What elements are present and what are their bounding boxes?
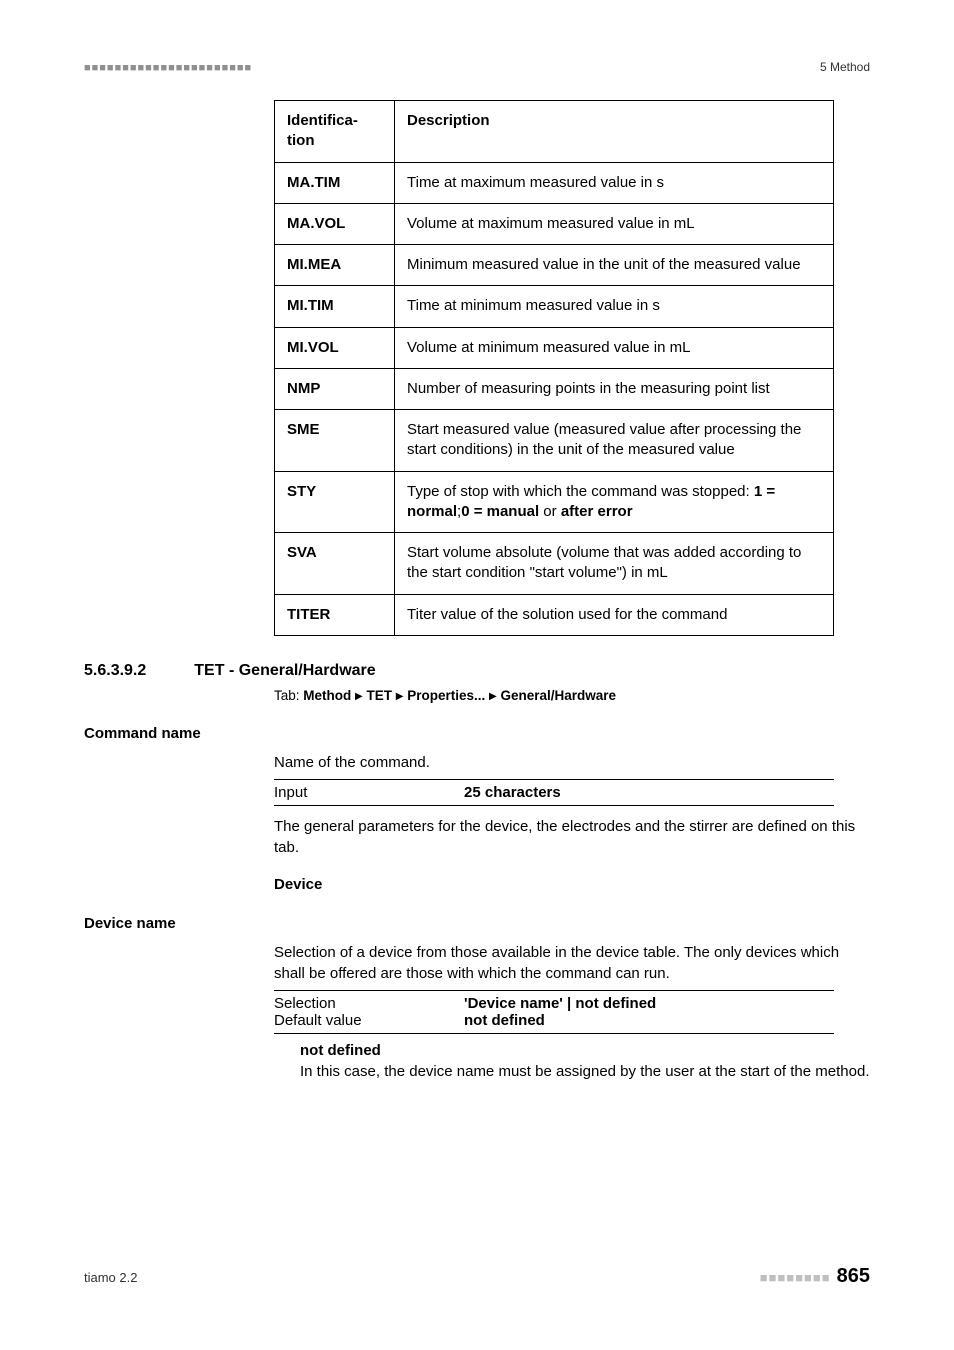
triangle-icon: ▶ xyxy=(396,691,404,702)
cell-desc: Start measured value (measured value aft… xyxy=(395,410,834,472)
sty-mid2: or xyxy=(539,503,561,520)
table-row: TITER Titer value of the solution used f… xyxy=(275,594,834,635)
kv-key-input: Input xyxy=(274,784,464,801)
triangle-icon: ▶ xyxy=(355,691,363,702)
divider xyxy=(274,779,834,780)
sty-b3: after error xyxy=(561,503,633,520)
kv-val-default: not defined xyxy=(464,1012,834,1029)
table-row: STY Type of stop with which the command … xyxy=(275,471,834,533)
th-identification: Identifica- tion xyxy=(275,101,395,163)
cell-id: MA.TIM xyxy=(275,162,395,203)
cell-id: STY xyxy=(275,471,395,533)
cell-id: TITER xyxy=(275,594,395,635)
cell-id: MA.VOL xyxy=(275,203,395,244)
tab-prefix: Tab: xyxy=(274,688,303,703)
not-defined-body: In this case, the device name must be as… xyxy=(300,1061,870,1082)
cell-id: MI.VOL xyxy=(275,327,395,368)
section-heading-row: 5.6.3.9.2 TET - General/Hardware xyxy=(84,662,870,680)
footer-right: ■■■■■■■■ 865 xyxy=(760,1265,870,1288)
device-name-kv: Selection 'Device name' | not defined De… xyxy=(274,990,834,1034)
th-description: Description xyxy=(395,101,834,163)
divider xyxy=(274,805,834,806)
cell-id: SVA xyxy=(275,533,395,595)
section-number: 5.6.3.9.2 xyxy=(84,662,146,680)
divider xyxy=(274,1033,834,1034)
tab-step: Properties... xyxy=(407,688,485,703)
command-name-kv: Input 25 characters xyxy=(274,779,834,806)
tab-step: Method xyxy=(303,688,351,703)
tab-step: TET xyxy=(367,688,393,703)
command-name-after: The general parameters for the device, t… xyxy=(274,816,870,858)
cell-desc: Volume at maximum measured value in mL xyxy=(395,203,834,244)
identification-table: Identifica- tion Description MA.TIM Time… xyxy=(274,100,834,636)
table-row: SME Start measured value (measured value… xyxy=(275,410,834,472)
footer-dotbar: ■■■■■■■■ xyxy=(760,1270,831,1285)
table-row: NMP Number of measuring points in the me… xyxy=(275,368,834,409)
tab-breadcrumb: Tab: Method ▶ TET ▶ Properties... ▶ Gene… xyxy=(274,688,870,703)
tab-step: General/Hardware xyxy=(501,688,617,703)
cell-id: SME xyxy=(275,410,395,472)
cell-desc: Volume at minimum measured value in mL xyxy=(395,327,834,368)
cell-desc: Number of measuring points in the measur… xyxy=(395,368,834,409)
cell-desc: Titer value of the solution used for the… xyxy=(395,594,834,635)
kv-val-input: 25 characters xyxy=(464,784,834,801)
page-footer: tiamo 2.2 ■■■■■■■■ 865 xyxy=(84,1265,870,1288)
cell-desc: Minimum measured value in the unit of th… xyxy=(395,245,834,286)
table-row: MA.TIM Time at maximum measured value in… xyxy=(275,162,834,203)
header-dotbar: ■■■■■■■■■■■■■■■■■■■■■■ xyxy=(84,62,252,74)
kv-key-selection: Selection xyxy=(274,995,464,1012)
command-name-desc: Name of the command. xyxy=(274,752,870,773)
cell-id: MI.TIM xyxy=(275,286,395,327)
cell-id: MI.MEA xyxy=(275,245,395,286)
footer-left: tiamo 2.2 xyxy=(84,1270,137,1285)
not-defined-block: not defined In this case, the device nam… xyxy=(300,1040,870,1082)
cell-desc: Start volume absolute (volume that was a… xyxy=(395,533,834,595)
table-row: SVA Start volume absolute (volume that w… xyxy=(275,533,834,595)
table-row: MA.VOL Volume at maximum measured value … xyxy=(275,203,834,244)
triangle-icon: ▶ xyxy=(489,691,497,702)
device-subheading: Device xyxy=(274,876,870,893)
not-defined-term: not defined xyxy=(300,1040,870,1061)
header-chapter: 5 Method xyxy=(820,60,870,74)
field-device-name-label: Device name xyxy=(84,915,870,932)
page-number: 865 xyxy=(837,1265,870,1287)
page-content: Identifica- tion Description MA.TIM Time… xyxy=(84,100,870,1082)
cell-desc: Time at maximum measured value in s xyxy=(395,162,834,203)
cell-desc: Time at minimum measured value in s xyxy=(395,286,834,327)
kv-key-default: Default value xyxy=(274,1012,464,1029)
sty-b2: 0 = manual xyxy=(461,503,539,520)
sty-pre: Type of stop with which the command was … xyxy=(407,483,754,500)
divider xyxy=(274,990,834,991)
kv-val-selection: 'Device name' | not defined xyxy=(464,995,834,1012)
device-name-desc: Selection of a device from those availab… xyxy=(274,942,870,984)
table-row: MI.MEA Minimum measured value in the uni… xyxy=(275,245,834,286)
cell-desc: Type of stop with which the command was … xyxy=(395,471,834,533)
table-row: MI.TIM Time at minimum measured value in… xyxy=(275,286,834,327)
table-row: MI.VOL Volume at minimum measured value … xyxy=(275,327,834,368)
section-title: TET - General/Hardware xyxy=(194,662,375,680)
cell-id: NMP xyxy=(275,368,395,409)
field-command-name-label: Command name xyxy=(84,725,870,742)
